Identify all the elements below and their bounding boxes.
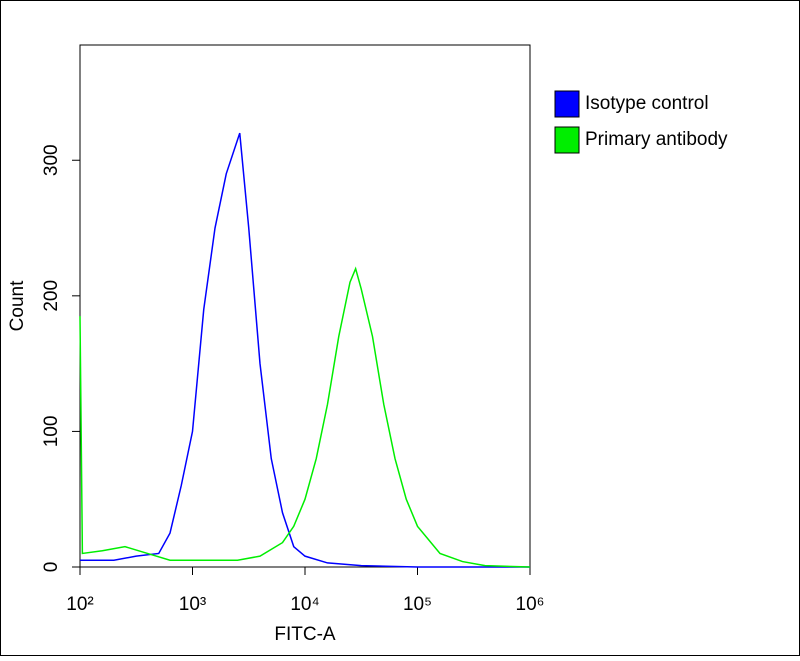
legend-label: Isotype control xyxy=(585,93,709,114)
legend-swatch xyxy=(554,90,580,118)
y-tick-label: 300 xyxy=(41,144,62,176)
x-tick-label: 10⁶ xyxy=(516,594,545,615)
y-tick-label: 100 xyxy=(41,416,62,448)
legend-label: Primary antibody xyxy=(585,129,728,150)
x-tick-label: 10³ xyxy=(179,594,206,615)
legend-swatch xyxy=(554,126,580,154)
y-axis-label: Count xyxy=(7,280,28,331)
x-tick-label: 10⁵ xyxy=(403,594,432,615)
y-tick-label: 0 xyxy=(41,562,62,573)
x-axis-label: FITC-A xyxy=(274,624,336,645)
x-tick-label: 10² xyxy=(66,594,93,615)
y-tick-label: 200 xyxy=(41,280,62,312)
x-tick-label: 10⁴ xyxy=(290,594,319,615)
series-line xyxy=(79,266,531,568)
series-line xyxy=(80,132,530,568)
